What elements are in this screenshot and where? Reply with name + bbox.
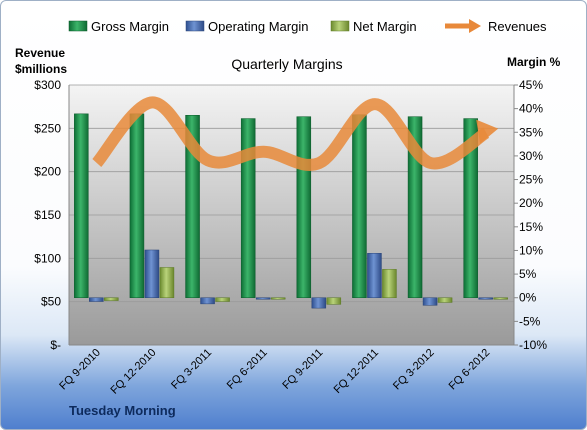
revenues-arrowhead [476, 119, 499, 144]
company-name: Tuesday Morning [69, 403, 176, 418]
right-tick-label: 0% [519, 291, 537, 305]
revenue-line-group [92, 96, 499, 171]
left-tick-label: $150 [34, 208, 61, 222]
right-axis-ticks: -10% -5% 0% 5% 10% 15% 20% 25% 30% 35% 40% 45% [514, 78, 547, 352]
left-axis-ticks: $- $50 $100 $150 $200 $250 $300 [34, 78, 61, 352]
bar-gross-margin [129, 113, 145, 298]
x-tick-label: FQ 3-2012 [391, 347, 437, 393]
left-tick-label: $250 [34, 121, 61, 135]
revenues-line [92, 96, 490, 171]
x-tick-label: FQ 12-2011 [332, 347, 381, 396]
bar-operating-margin [89, 297, 104, 302]
legend-label-revenues: Revenues [488, 19, 547, 34]
bar-operating-margin [144, 249, 160, 298]
right-tick-label: -10% [519, 338, 547, 352]
legend-item-gross-margin: Gross Margin [68, 19, 169, 34]
x-axis-ticks: FQ 9-2010 FQ 12-2010 FQ 3-2011 FQ 6-2011 FQ … [57, 347, 492, 397]
right-tick-label: 15% [519, 220, 543, 234]
legend-swatch-gross-margin [68, 20, 88, 32]
right-tick-label: 20% [519, 196, 543, 210]
left-axis-title-line1: Revenue [15, 46, 65, 60]
bar-net-margin [215, 297, 230, 302]
bar-net-margin [326, 297, 342, 305]
bar-net-margin [270, 297, 286, 300]
x-tick-label: FQ 6-2011 [225, 347, 270, 392]
left-axis-title-line2: $millions [15, 62, 67, 76]
right-tick-label: 25% [519, 173, 543, 187]
legend-item-revenues: Revenues [445, 19, 547, 34]
right-tick-label: 5% [519, 267, 537, 281]
legend-item-net-margin: Net Margin [330, 19, 417, 34]
legend-swatch-net-margin [330, 20, 350, 32]
bar-gross-margin [74, 113, 89, 298]
left-tick-label: $200 [34, 165, 61, 179]
x-tick-label: FQ 9-2011 [280, 347, 325, 392]
bar-operating-margin [422, 297, 438, 306]
bar-gross-margin [296, 116, 312, 298]
left-tick-label: $- [50, 338, 61, 352]
bar-operating-margin [478, 297, 493, 300]
legend-label-net-margin: Net Margin [353, 19, 417, 34]
right-tick-label: -5% [519, 314, 541, 328]
bar-operating-margin [200, 297, 215, 305]
right-tick-label: 10% [519, 243, 543, 257]
legend-item-operating-margin: Operating Margin [185, 19, 308, 34]
bar-gross-margin [352, 114, 367, 298]
right-tick-label: 30% [519, 149, 543, 163]
bar-operating-margin [311, 297, 327, 309]
left-tick-label: $300 [34, 78, 61, 92]
bar-operating-margin [255, 297, 271, 300]
bar-gross-margin [240, 118, 256, 298]
x-tick-label: FQ 3-2011 [169, 347, 214, 392]
bar-net-margin [382, 269, 397, 298]
right-tick-label: 40% [519, 102, 543, 116]
legend-arrow-revenues [469, 19, 481, 33]
left-tick-label: $50 [41, 295, 61, 309]
bar-net-margin [159, 267, 175, 298]
legend-swatch-operating-margin [185, 20, 205, 32]
right-axis-title: Margin % [507, 55, 561, 69]
bar-net-margin [104, 297, 119, 301]
bar-net-margin [493, 297, 508, 300]
left-tick-label: $100 [34, 251, 61, 265]
bar-net-margin [437, 297, 453, 303]
x-tick-label: FQ 12-2010 [109, 347, 159, 397]
legend: Gross Margin Operating Margin Net Margin… [68, 19, 547, 34]
legend-label-operating-margin: Operating Margin [208, 19, 308, 34]
chart-title: Quarterly Margins [231, 56, 342, 72]
bar-gross-margin [185, 115, 200, 298]
right-tick-label: 45% [519, 78, 543, 92]
x-tick-label: FQ 9-2010 [57, 347, 103, 393]
bar-gross-margin [463, 118, 478, 298]
right-tick-label: 35% [519, 125, 543, 139]
bar-operating-margin [367, 253, 382, 298]
legend-label-gross-margin: Gross Margin [91, 19, 169, 34]
x-tick-label: FQ 6-2012 [447, 347, 493, 393]
